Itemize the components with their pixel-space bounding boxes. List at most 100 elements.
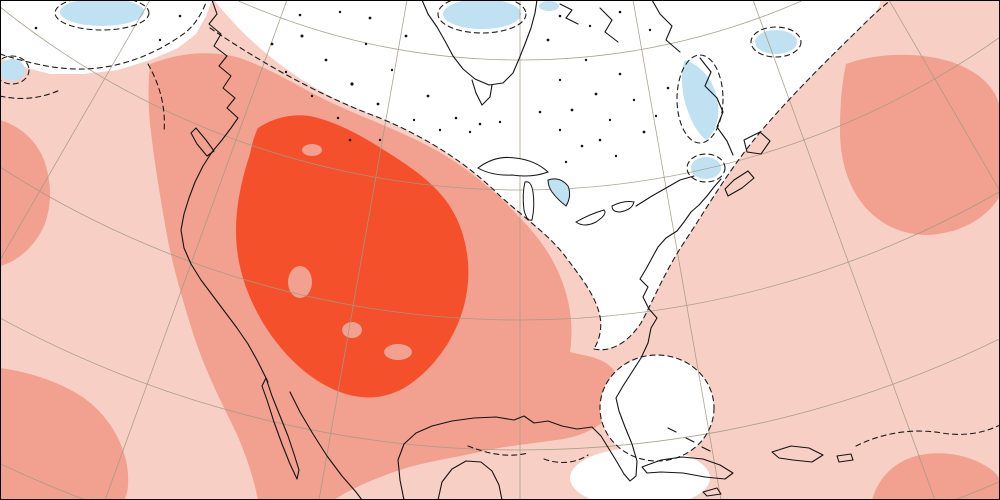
lake-speckle xyxy=(390,68,394,72)
lake-speckle xyxy=(178,14,182,18)
moderate-warm-northatlantic-region xyxy=(840,54,1000,235)
lake-speckle xyxy=(364,42,368,46)
cool-patch xyxy=(691,157,721,179)
lake-speckle xyxy=(426,94,430,98)
lake-speckle xyxy=(298,13,302,17)
pacific-coastline xyxy=(180,0,269,383)
lake-speckle xyxy=(348,138,352,142)
contour-line xyxy=(209,27,602,350)
cool-patch xyxy=(755,30,797,54)
contour-line xyxy=(593,0,892,351)
strong-warm-anomaly-core xyxy=(236,115,469,398)
labrador-coastline xyxy=(699,57,734,156)
lake-speckle xyxy=(618,72,622,76)
lake-speckle xyxy=(588,24,592,28)
great-lakes xyxy=(477,157,635,226)
contour-loop xyxy=(750,26,802,58)
moderate-warm-bottomright-region xyxy=(872,453,1000,500)
inner-light-spot xyxy=(342,322,362,338)
jamaica-coastline xyxy=(702,487,722,497)
contour-loop xyxy=(54,0,150,31)
lake-speckle xyxy=(666,86,670,90)
graticule-meridian xyxy=(104,0,288,500)
lake-speckle xyxy=(378,138,382,142)
inner-light-spot xyxy=(302,144,322,156)
graticule-meridian xyxy=(888,0,1000,192)
inner-light-spot xyxy=(384,344,412,360)
lake-michigan xyxy=(522,181,535,221)
graticule-parallel xyxy=(0,166,1000,321)
graticule-meridian xyxy=(752,0,936,500)
cool-patch xyxy=(0,59,25,81)
lake-speckle xyxy=(498,120,502,124)
lake-speckle xyxy=(468,130,472,134)
lake-speckle xyxy=(546,38,550,42)
lake-speckle xyxy=(336,116,340,120)
contour-loop xyxy=(0,55,30,85)
strong-warm-inner-light-spots xyxy=(288,144,412,360)
lake-speckle xyxy=(608,118,612,122)
lake-speckle xyxy=(478,122,482,126)
moderate-warm-southwest-ocean-region xyxy=(0,368,129,500)
neutral-canada-region xyxy=(214,0,881,350)
lake-speckle xyxy=(300,34,304,38)
lake-speckle xyxy=(404,34,408,38)
lake-speckle xyxy=(570,108,574,112)
vancouver-island-coastline xyxy=(190,127,215,157)
lake-speckle xyxy=(654,114,658,118)
lake-speckle xyxy=(580,144,584,148)
zero-anomaly-contours xyxy=(0,0,1000,464)
lake-speckle xyxy=(310,94,314,98)
lake-speckle xyxy=(270,42,274,46)
inner-light-spot xyxy=(288,266,312,298)
lake-speckle xyxy=(538,110,542,114)
lake-erie xyxy=(575,209,606,226)
st-lawrence-river xyxy=(635,175,695,207)
newfoundland-coastline xyxy=(743,131,771,155)
lake-speckle xyxy=(376,102,380,106)
bahamas-coastline xyxy=(667,427,711,452)
coastlines xyxy=(180,0,854,500)
baja-peninsula-coastline xyxy=(261,377,300,480)
lake-speckle xyxy=(338,10,342,14)
lake-speckle xyxy=(412,118,416,122)
graticule-meridian xyxy=(0,0,151,261)
contour-line xyxy=(0,0,208,70)
yucatan-coastline xyxy=(437,460,503,500)
lake-speckle xyxy=(350,82,354,86)
lake-speckle xyxy=(558,128,562,132)
contour-line xyxy=(0,89,61,99)
lake-speckle xyxy=(368,16,372,20)
cool-patch xyxy=(60,0,144,26)
cool-patch xyxy=(443,0,521,29)
lake-superior xyxy=(477,157,549,177)
neutral-caribbean-region xyxy=(570,448,710,500)
lake-speckle xyxy=(564,160,568,164)
lake-speckle xyxy=(558,14,562,18)
lake-speckle xyxy=(34,26,38,30)
lake-ontario xyxy=(611,201,635,213)
contour-loop xyxy=(676,54,724,144)
lake-speckle xyxy=(598,138,602,142)
moderate-warm-left-edge-region xyxy=(0,120,50,266)
contour-line xyxy=(855,424,1000,447)
james-bay-coastline xyxy=(471,79,493,106)
hudson-bay-coastline xyxy=(421,0,538,86)
lake-speckle xyxy=(618,10,622,14)
neutral-gulf-of-alaska-region xyxy=(0,0,212,74)
contour-loop xyxy=(686,153,726,183)
contour-loop xyxy=(437,0,527,34)
lake-speckle xyxy=(454,116,458,120)
lake-speckle xyxy=(642,130,646,134)
contour-line xyxy=(467,445,589,464)
graticule-meridian xyxy=(632,0,722,500)
lake-speckle xyxy=(158,38,162,42)
cuba-coastline xyxy=(641,456,734,480)
lake-speckle xyxy=(594,92,598,96)
lake-speckle xyxy=(284,70,288,74)
mexico-pacific-coastline xyxy=(289,391,363,500)
neutral-southeast-atlantic-region xyxy=(600,355,714,461)
nova-scotia-coastline xyxy=(724,170,755,197)
